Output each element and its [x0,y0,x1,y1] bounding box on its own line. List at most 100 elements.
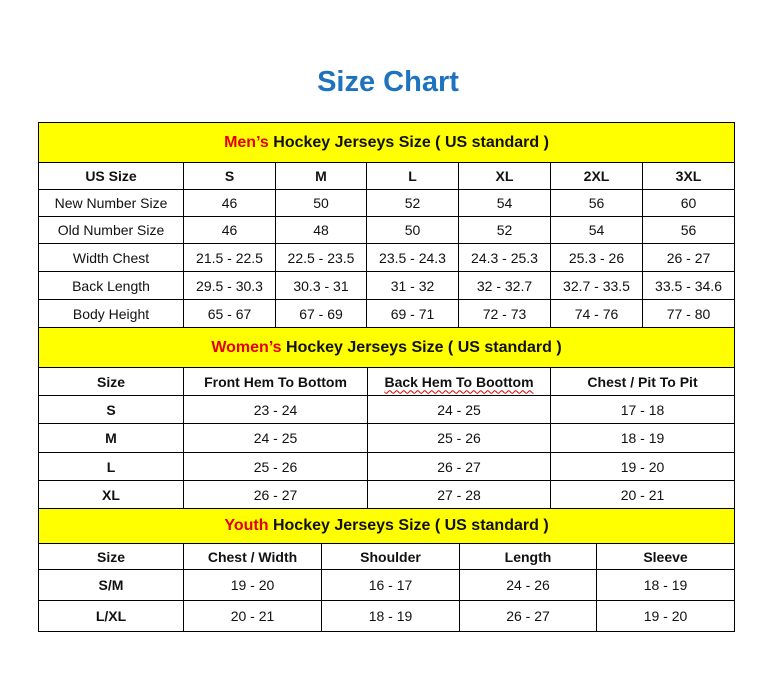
table-cell: 21.5 - 22.5 [183,243,276,272]
row-label: Back Length [38,271,184,300]
table-cell: 50 [366,216,459,244]
row-label: Old Number Size [38,216,184,244]
table-row: L/XL 20 - 21 18 - 19 26 - 27 19 - 20 [38,600,736,632]
column-header: XL [458,162,551,190]
youth-size-table: Youth Hockey Jerseys Size ( US standard … [37,508,736,632]
heading-prefix: Men’s [224,133,269,151]
table-cell: 52 [366,189,459,217]
table-cell: 25 - 26 [367,423,551,453]
table-cell: 26 - 27 [641,243,736,272]
row-label: Width Chest [38,243,184,272]
table-cell: 52 [458,216,551,244]
table-row: XL 26 - 27 27 - 28 20 - 21 [38,480,736,509]
table-cell: 50 [275,189,367,217]
table-cell: 16 - 17 [321,569,460,601]
table-cell: 46 [183,189,276,217]
column-header: Back Hem To Boottom [367,367,551,396]
column-header: 2XL [550,162,643,190]
row-label: S/M [38,569,184,601]
table-row: L 25 - 26 26 - 27 19 - 20 [38,452,736,481]
table-cell: 67 - 69 [275,299,367,328]
table-cell: 20 - 21 [183,600,322,632]
table-cell: 32.7 - 33.5 [550,271,643,300]
table-cell: 69 - 71 [366,299,459,328]
table-cell: 29.5 - 30.3 [183,271,276,300]
column-header: Chest / Pit To Pit [549,367,736,396]
mens-size-table: Men’s Hockey Jerseys Size ( US standard … [37,122,736,328]
column-header: Length [459,543,597,570]
table-cell: 25.3 - 26 [550,243,643,272]
table-cell: 26 - 27 [183,480,368,509]
column-header: S [183,162,276,190]
table-cell: 24 - 26 [459,569,597,601]
table-row: S/M 19 - 20 16 - 17 24 - 26 18 - 19 [38,569,736,601]
table-cell: 74 - 76 [550,299,643,328]
row-label: XL [38,480,184,509]
table-cell: 77 - 80 [641,299,736,328]
table-cell: 25 - 26 [183,452,368,481]
row-label: New Number Size [38,189,184,217]
row-label: Body Height [38,299,184,328]
table-cell: 31 - 32 [366,271,459,300]
column-header: Sleeve [595,543,736,570]
table-row: S 23 - 24 24 - 25 17 - 18 [38,395,736,424]
column-header: Chest / Width [183,543,322,570]
row-label: L/XL [38,600,184,632]
page-title: Size Chart [317,66,459,98]
table-row: Old Number Size 46 48 50 52 54 56 [38,216,736,244]
table-cell: 23.5 - 24.3 [366,243,459,272]
table-cell: 23 - 24 [183,395,368,424]
column-header: Size [38,543,184,570]
table-cell: 48 [275,216,367,244]
table-cell: 30.3 - 31 [275,271,367,300]
table-cell: 26 - 27 [459,600,597,632]
table-cell: 54 [458,189,551,217]
table-cell: 65 - 67 [183,299,276,328]
column-header: Front Hem To Bottom [183,367,368,396]
table-cell: 72 - 73 [458,299,551,328]
table-row: Width Chest 21.5 - 22.5 22.5 - 23.5 23.5 - … [38,243,736,272]
table-cell: 19 - 20 [595,600,736,632]
mens-section-heading: Men’s Hockey Jerseys Size ( US standard … [37,122,736,163]
column-header: L [366,162,459,190]
table-row: New Number Size 46 50 52 54 56 60 [38,189,736,217]
table-cell: 24.3 - 25.3 [458,243,551,272]
table-cell: 18 - 19 [549,423,736,453]
heading-rest: Hockey Jerseys Size ( US standard ) [268,133,549,151]
table-cell: 17 - 18 [549,395,736,424]
column-header: M [275,162,367,190]
heading-prefix: Women’s [211,338,282,356]
womens-size-table: Women’s Hockey Jerseys Size ( US standar… [37,327,736,509]
row-label: L [38,452,184,481]
heading-rest: Hockey Jerseys Size ( US standard ) [268,517,549,534]
column-header: 3XL [641,162,736,190]
table-cell: 26 - 27 [367,452,551,481]
table-cell: 19 - 20 [183,569,322,601]
table-cell: 46 [183,216,276,244]
table-cell: 24 - 25 [183,423,368,453]
table-cell: 60 [641,189,736,217]
column-header: Shoulder [321,543,460,570]
table-cell: 18 - 19 [595,569,736,601]
womens-section-heading: Women’s Hockey Jerseys Size ( US standar… [37,327,736,368]
column-header: US Size [38,162,184,190]
table-cell: 56 [641,216,736,244]
row-label: M [38,423,184,453]
table-cell: 19 - 20 [549,452,736,481]
table-cell: 18 - 19 [321,600,460,632]
header-row: Size Chest / Width Shoulder Length Sleeve [38,543,736,570]
heading-prefix: Youth [224,517,269,534]
table-cell: 24 - 25 [367,395,551,424]
table-row: Back Length 29.5 - 30.3 30.3 - 31 31 - 32 32… [38,271,736,300]
column-header: Size [38,367,184,396]
youth-section-heading: Youth Hockey Jerseys Size ( US standard … [37,508,736,544]
table-cell: 32 - 32.7 [458,271,551,300]
table-row: Body Height 65 - 67 67 - 69 69 - 71 72 - 73 7… [38,299,736,328]
table-cell: 56 [550,189,643,217]
table-cell: 22.5 - 23.5 [275,243,367,272]
table-cell: 33.5 - 34.6 [641,271,736,300]
table-cell: 54 [550,216,643,244]
row-label: S [38,395,184,424]
heading-rest: Hockey Jerseys Size ( US standard ) [281,338,562,356]
table-cell: 27 - 28 [367,480,551,509]
